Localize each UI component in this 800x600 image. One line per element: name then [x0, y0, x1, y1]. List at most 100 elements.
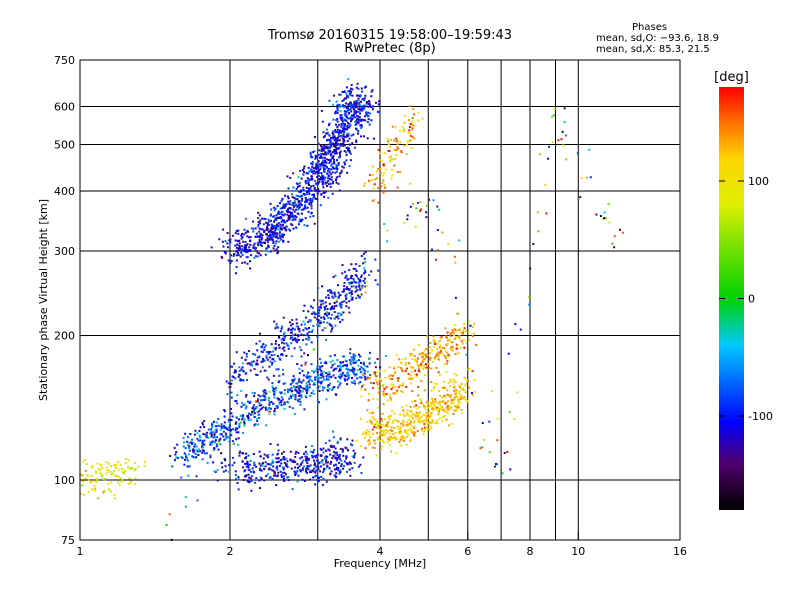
data-point	[455, 408, 458, 411]
data-point	[317, 468, 320, 471]
data-point	[114, 474, 117, 477]
data-point	[280, 199, 283, 202]
data-point	[119, 463, 122, 466]
data-point	[244, 240, 247, 243]
data-point	[297, 400, 300, 403]
data-point	[362, 252, 365, 255]
data-point	[295, 385, 298, 388]
data-point	[436, 408, 439, 411]
data-point	[267, 407, 270, 410]
data-point	[395, 437, 398, 440]
data-point	[231, 456, 234, 459]
data-point	[364, 285, 367, 288]
data-point	[312, 459, 315, 462]
data-point	[411, 135, 414, 138]
data-point	[471, 394, 474, 397]
data-point	[432, 199, 435, 202]
data-point	[291, 216, 294, 219]
data-point	[353, 100, 356, 103]
data-point	[218, 238, 221, 241]
data-point	[297, 213, 300, 216]
data-point	[224, 252, 227, 255]
data-point	[343, 123, 346, 126]
data-point	[237, 488, 240, 491]
data-point	[352, 381, 355, 384]
data-point	[295, 450, 298, 453]
data-point	[381, 420, 384, 423]
data-point	[338, 384, 341, 387]
data-point	[300, 323, 303, 326]
data-point	[124, 458, 127, 461]
data-point	[322, 181, 325, 184]
data-point	[245, 465, 248, 468]
data-point	[461, 388, 464, 391]
data-point	[238, 248, 241, 251]
data-point	[268, 401, 271, 404]
data-point	[378, 111, 381, 114]
data-point	[216, 436, 219, 439]
data-point	[232, 254, 235, 257]
data-point	[454, 380, 457, 383]
data-point	[332, 180, 335, 183]
data-point	[113, 463, 116, 466]
data-point	[448, 338, 451, 341]
data-point	[341, 448, 344, 451]
data-point	[339, 104, 342, 107]
data-point	[293, 328, 296, 331]
data-point	[291, 196, 294, 199]
data-point	[169, 455, 172, 458]
data-point	[328, 174, 331, 177]
data-point	[352, 370, 355, 373]
data-point	[308, 326, 311, 329]
data-point	[360, 286, 363, 289]
data-point	[527, 303, 530, 306]
data-point	[310, 189, 313, 192]
data-point	[308, 330, 311, 333]
data-point	[360, 395, 363, 398]
data-point	[257, 223, 260, 226]
data-point	[341, 130, 344, 133]
data-point	[289, 458, 292, 461]
data-point	[346, 107, 349, 110]
data-point	[319, 373, 322, 376]
data-point	[304, 316, 307, 319]
data-point	[445, 410, 448, 413]
data-point	[298, 465, 301, 468]
data-point	[417, 385, 420, 388]
data-point	[300, 177, 303, 180]
data-point	[231, 464, 234, 467]
data-point	[351, 467, 354, 470]
data-point	[259, 476, 262, 479]
data-point	[243, 261, 246, 264]
data-point	[413, 405, 416, 408]
data-point	[427, 417, 430, 420]
data-point	[330, 154, 333, 157]
data-point	[363, 272, 366, 275]
data-point	[305, 186, 308, 189]
data-point	[265, 392, 268, 395]
data-point	[264, 344, 267, 347]
data-point	[225, 433, 228, 436]
data-point	[213, 420, 216, 423]
data-point	[302, 189, 305, 192]
data-point	[308, 193, 311, 196]
data-point	[234, 244, 237, 247]
data-point	[355, 127, 358, 130]
data-point	[326, 311, 329, 314]
data-point	[259, 219, 262, 222]
data-point	[267, 352, 270, 355]
data-point	[105, 461, 108, 464]
data-point	[301, 466, 304, 469]
data-point	[241, 261, 244, 264]
data-point	[258, 462, 261, 465]
data-point	[332, 436, 335, 439]
data-point	[316, 175, 319, 178]
data-point	[304, 323, 307, 326]
data-point	[394, 391, 397, 394]
data-point	[289, 211, 292, 214]
data-point	[473, 390, 476, 393]
data-point	[400, 362, 403, 365]
data-point	[308, 375, 311, 378]
data-point	[404, 114, 407, 117]
